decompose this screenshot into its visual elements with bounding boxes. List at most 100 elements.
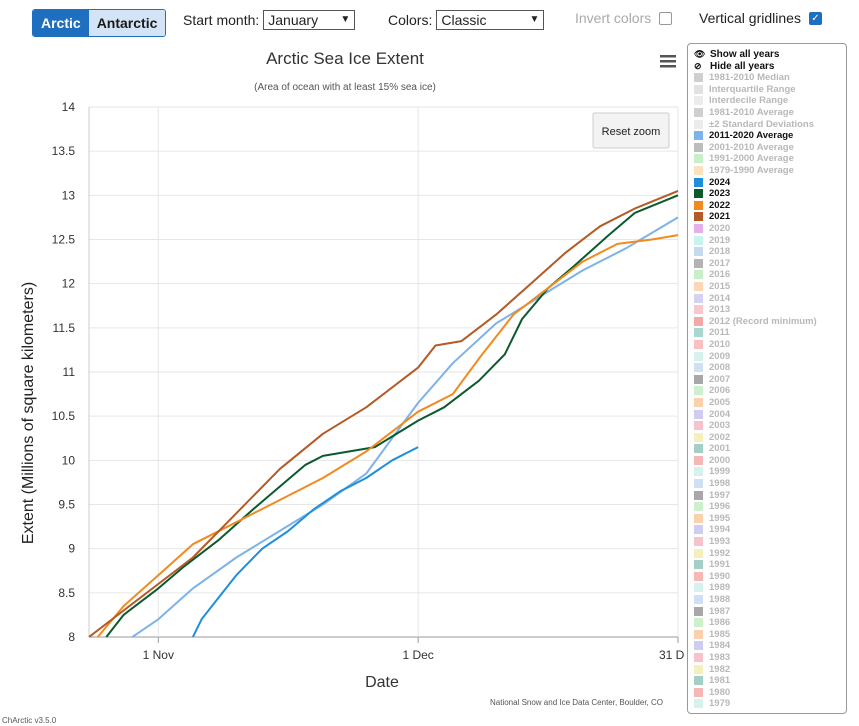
legend-label: 1991-2000 Average: [709, 153, 794, 165]
legend-item[interactable]: 2004: [694, 408, 840, 420]
legend-label: 1985: [709, 628, 731, 640]
grid: [88, 106, 679, 638]
legend-item[interactable]: 2005: [694, 397, 840, 409]
legend-item[interactable]: 1997: [694, 489, 840, 501]
legend-item[interactable]: 2023: [694, 188, 840, 200]
legend-label: 2024: [709, 176, 731, 188]
start-month-select[interactable]: January ▼: [263, 10, 356, 30]
eye-slash-icon: ⊘: [694, 60, 702, 71]
y-tick-label: 13.5: [52, 144, 76, 158]
legend-item[interactable]: 2000: [694, 455, 840, 467]
legend-item[interactable]: 1990: [694, 571, 840, 583]
legend-label: 1990: [709, 570, 731, 582]
legend-item[interactable]: 2013: [694, 304, 840, 316]
legend-item[interactable]: 2001: [694, 443, 840, 455]
legend-item[interactable]: 2024: [694, 176, 840, 188]
legend-item[interactable]: 2008: [694, 362, 840, 374]
tab-arctic[interactable]: Arctic: [33, 10, 89, 36]
series-line-2022[interactable]: [96, 234, 679, 638]
series-line-2021[interactable]: [88, 189, 679, 638]
colors-select[interactable]: Classic ▼: [436, 10, 545, 30]
legend-item[interactable]: 1994: [694, 524, 840, 536]
legend-swatch: [694, 96, 703, 106]
legend-label: 2018: [709, 246, 731, 258]
hide-all-label: Hide all years: [710, 60, 775, 72]
legend-item[interactable]: 1998: [694, 478, 840, 490]
legend-label: 2005: [709, 396, 731, 408]
legend-item[interactable]: 1979-1990 Average: [694, 165, 840, 177]
legend-item[interactable]: 2017: [694, 258, 840, 270]
legend-label: 1984: [709, 640, 731, 652]
legend-item[interactable]: 1995: [694, 513, 840, 525]
legend-items: 1981-2010 Median Interquartile Range Inter…: [694, 72, 840, 710]
legend-item[interactable]: Interdecile Range: [694, 95, 840, 107]
legend-item[interactable]: 2021: [694, 211, 840, 223]
legend-item[interactable]: 2001-2010 Average: [694, 142, 840, 154]
legend-item[interactable]: 2002: [694, 431, 840, 443]
legend-item[interactable]: 2022: [694, 200, 840, 212]
legend-swatch: [694, 328, 703, 338]
legend-item[interactable]: 2010: [694, 339, 840, 351]
legend-item[interactable]: Interquartile Range: [694, 84, 840, 96]
legend-item[interactable]: 1989: [694, 582, 840, 594]
legend-item[interactable]: 2011: [694, 327, 840, 339]
sea-ice-chart: Arctic Sea Ice Extent (Area of ocean wit…: [20, 49, 685, 691]
legend-item[interactable]: ±2 Standard Deviations: [694, 118, 840, 130]
legend-item[interactable]: 1985: [694, 629, 840, 641]
show-all-years[interactable]: 👁 Show all years: [694, 48, 840, 60]
legend-swatch: [694, 386, 703, 396]
legend-item[interactable]: 2012 (Record minimum): [694, 315, 840, 327]
series-line-2011-2020-average[interactable]: [131, 216, 679, 638]
legend-swatch: [694, 374, 703, 384]
reset-zoom-button[interactable]: Reset zoom: [592, 112, 670, 149]
y-tick-label: 10.5: [52, 409, 76, 423]
legend-swatch: [694, 281, 703, 291]
legend-item[interactable]: 2003: [694, 420, 840, 432]
legend-swatch: [694, 247, 703, 257]
legend-item[interactable]: 2011-2020 Average: [694, 130, 840, 142]
legend-item[interactable]: 2014: [694, 292, 840, 304]
legend-item[interactable]: 1986: [694, 617, 840, 629]
legend-item[interactable]: 2009: [694, 350, 840, 362]
legend-swatch: [694, 513, 703, 523]
legend-item[interactable]: 1988: [694, 594, 840, 606]
legend-item[interactable]: 2015: [694, 281, 840, 293]
legend-item[interactable]: 1993: [694, 536, 840, 548]
legend-item[interactable]: 1999: [694, 466, 840, 478]
legend-item[interactable]: 1983: [694, 652, 840, 664]
legend-item[interactable]: 1981-2010 Average: [694, 107, 840, 119]
legend-item[interactable]: 1984: [694, 640, 840, 652]
legend-panel: 👁 Show all years ⊘ Hide all years 1981-201…: [687, 43, 847, 714]
legend-item[interactable]: 1982: [694, 663, 840, 675]
vertical-gridlines-checkbox[interactable]: ✓: [808, 11, 822, 25]
start-month-value: January: [268, 12, 319, 28]
invert-colors-checkbox[interactable]: [659, 11, 673, 25]
legend-item[interactable]: 2020: [694, 223, 840, 235]
legend-swatch: [694, 699, 703, 709]
legend-item[interactable]: 2006: [694, 385, 840, 397]
legend-item[interactable]: 1980: [694, 686, 840, 698]
legend-label: 2021: [709, 211, 731, 223]
legend-item[interactable]: 1991-2000 Average: [694, 153, 840, 165]
legend-item[interactable]: 1992: [694, 547, 840, 559]
legend-item[interactable]: 1981: [694, 675, 840, 687]
chart-subtitle: (Area of ocean with at least 15% sea ice…: [254, 82, 436, 93]
legend-swatch: [694, 641, 703, 651]
legend-item[interactable]: 1979: [694, 698, 840, 710]
series-line-2024[interactable]: [192, 446, 419, 638]
series-line-2023[interactable]: [105, 194, 679, 638]
legend-item[interactable]: 2019: [694, 234, 840, 246]
hide-all-years[interactable]: ⊘ Hide all years: [694, 60, 840, 72]
tab-antarctic[interactable]: Antarctic: [88, 10, 166, 36]
legend-item[interactable]: 1987: [694, 605, 840, 617]
legend-item[interactable]: 2007: [694, 373, 840, 385]
legend-item[interactable]: 1991: [694, 559, 840, 571]
legend-item[interactable]: 2016: [694, 269, 840, 281]
menu-icon[interactable]: [660, 55, 676, 68]
legend-item[interactable]: 1981-2010 Median: [694, 72, 840, 84]
y-axis-title: Extent (Millions of square kilometers): [20, 282, 37, 544]
legend-swatch: [694, 595, 703, 605]
legend-swatch: [694, 629, 703, 639]
legend-item[interactable]: 1996: [694, 501, 840, 513]
legend-item[interactable]: 2018: [694, 246, 840, 258]
